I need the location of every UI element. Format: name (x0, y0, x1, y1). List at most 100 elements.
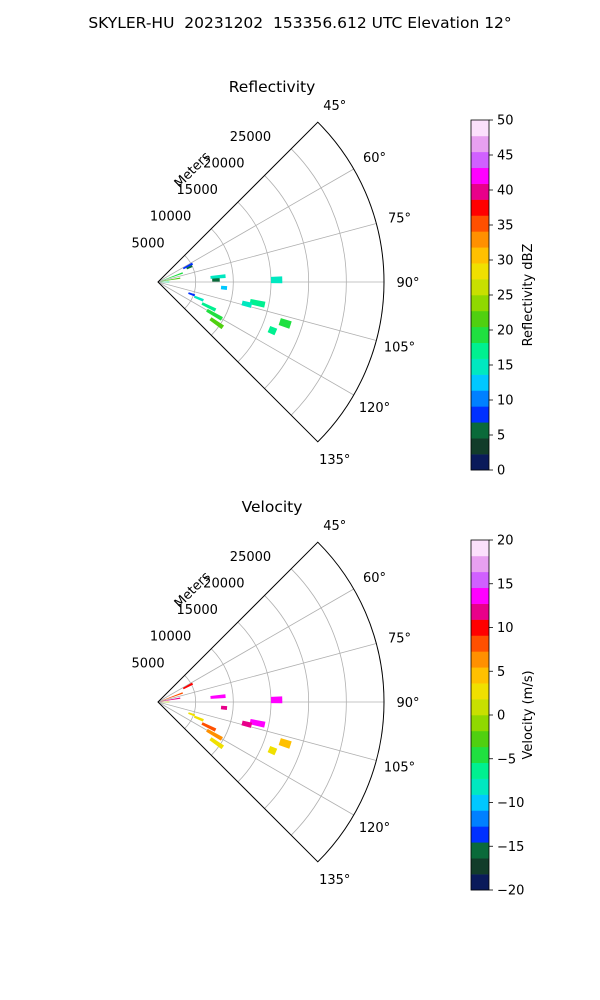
vel-sector-outline (157, 541, 385, 863)
velocity-title: Velocity (241, 498, 303, 516)
vel-echo-gate (209, 737, 225, 750)
vel-azimuth-gridline (157, 588, 354, 703)
refl-echo-gate (209, 317, 225, 330)
vel-colorbar-segment (471, 858, 489, 875)
vel-range-label: 20000 (203, 576, 244, 591)
vel-echo-gate (161, 692, 184, 701)
refl-colorbar-label: Reflectivity dBZ (521, 244, 536, 347)
vel-echo-gate (220, 705, 228, 710)
vel-colorbar-segment (471, 746, 489, 764)
vel-echo-gate (278, 738, 292, 749)
vel-colorbar-segment (471, 810, 489, 827)
refl-colorbar-tick-label: 45 (497, 149, 514, 164)
refl-colorbar-segment (471, 310, 489, 328)
vel-colorbar-label: Velocity (m/s) (521, 670, 536, 759)
refl-echo-gate (161, 272, 184, 281)
refl-colorbar-segment (471, 263, 489, 280)
refl-colorbar-segment (471, 135, 489, 153)
refl-colorbar-segment (471, 438, 489, 455)
vel-colorbar-segment (471, 619, 489, 636)
refl-colorbar-tick-label: 50 (497, 114, 514, 129)
refl-colorbar-segment (471, 422, 489, 439)
vel-colorbar-tick-label: 0 (497, 709, 505, 724)
refl-colorbar-segment (471, 342, 489, 359)
refl-echo-gate (193, 295, 204, 302)
refl-sector-outline (157, 121, 385, 443)
vel-colorbar-segment (471, 730, 489, 748)
vel-echo-gate (159, 701, 170, 703)
refl-colorbar-tick-label: 5 (497, 429, 505, 444)
vel-colorbar-tick-label: −10 (497, 796, 524, 811)
refl-range-label: 20000 (203, 156, 244, 171)
vel-colorbar-segment (471, 587, 489, 604)
vel-echo-gate (267, 745, 278, 756)
vel-azimuth-gridline (157, 701, 377, 761)
vel-colorbar-tick-label: −5 (497, 752, 516, 767)
vel-colorbar-segment (471, 571, 489, 589)
vel-range-label: 25000 (230, 550, 271, 565)
refl-colorbar-segment (471, 406, 489, 423)
vel-echo-gate (206, 728, 223, 741)
vel-colorbar-tick-label: 10 (497, 621, 514, 636)
vel-colorbar-segment (471, 667, 489, 684)
refl-colorbar-segment (471, 295, 489, 312)
refl-range-label: 15000 (177, 183, 218, 198)
vel-azimuth-label: 135° (319, 873, 350, 888)
refl-azimuth-label: 135° (319, 453, 350, 468)
vel-echo-gate (188, 712, 196, 717)
vel-echo-gate (193, 715, 204, 722)
refl-azimuth-label: 120° (359, 401, 390, 416)
vel-azimuth-label: 105° (384, 761, 415, 776)
vel-range-label: 5000 (132, 656, 165, 671)
vel-colorbar-segment (471, 555, 489, 573)
refl-colorbar-segment (471, 199, 489, 216)
refl-echo-gate (278, 318, 292, 329)
refl-colorbar-segment (471, 374, 489, 391)
refl-echo-gate (159, 281, 170, 283)
vel-colorbar-segment (471, 762, 489, 779)
vel-colorbar-tick-label: 5 (497, 665, 505, 680)
vel-echo-gate (210, 694, 226, 699)
refl-echo-gate (270, 276, 283, 284)
refl-azimuth-gridline (157, 281, 354, 396)
refl-colorbar-tick-label: 20 (497, 324, 514, 339)
refl-echo-gate (206, 308, 223, 321)
refl-colorbar-tick-label: 40 (497, 184, 514, 199)
vel-colorbar-segment (471, 699, 489, 716)
figure-title: SKYLER-HU 20231202 153356.612 UTC Elevat… (88, 14, 512, 32)
vel-echo-gate (270, 696, 283, 704)
refl-azimuth-gridline (157, 168, 354, 283)
refl-colorbar-segment (471, 231, 489, 248)
vel-echo-gate (182, 682, 194, 690)
vel-azimuth-label: 90° (396, 696, 419, 711)
refl-colorbar-tick-label: 35 (497, 219, 514, 234)
refl-azimuth-label: 60° (363, 151, 386, 166)
reflectivity-title: Reflectivity (228, 78, 316, 96)
refl-colorbar-segment (471, 151, 489, 169)
vel-azimuth-gridline (157, 701, 354, 816)
vel-range-label: 10000 (150, 630, 191, 645)
vel-colorbar-segment (471, 683, 489, 700)
refl-echo-gate (182, 262, 194, 270)
refl-colorbar-segment (471, 215, 489, 232)
refl-echo-gate (210, 274, 226, 279)
refl-colorbar-segment (471, 454, 489, 471)
vel-echo-gate (160, 697, 181, 702)
refl-echo-gate (220, 285, 228, 290)
refl-colorbar-tick-label: 0 (497, 464, 505, 479)
refl-colorbar-tick-label: 30 (497, 254, 514, 269)
refl-azimuth-label: 105° (384, 341, 415, 356)
refl-range-label: 10000 (150, 210, 191, 225)
refl-echo-gate (201, 302, 217, 312)
refl-azimuth-label: 90° (396, 276, 419, 291)
refl-range-label: 25000 (230, 130, 271, 145)
refl-colorbar-segment (471, 279, 489, 296)
refl-echo-gate (249, 298, 266, 308)
vel-azimuth-label: 60° (363, 571, 386, 586)
refl-azimuth-label: 45° (323, 99, 346, 114)
vel-colorbar-segment (471, 826, 489, 843)
refl-echo-gate (212, 278, 220, 282)
vel-echo-gate (241, 720, 253, 728)
vel-azimuth-gridline (157, 643, 377, 703)
